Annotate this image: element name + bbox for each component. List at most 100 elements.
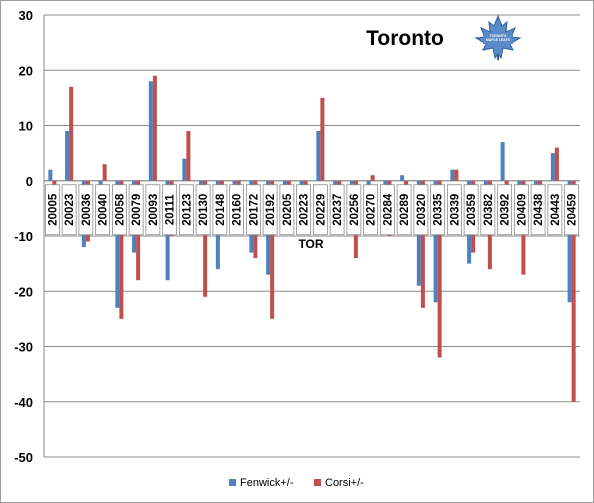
category-label: 20192 — [262, 184, 278, 236]
svg-text:20289: 20289 — [399, 194, 411, 226]
bar — [48, 169, 53, 181]
category-label: 20256 — [346, 184, 362, 236]
category-label: 20172 — [245, 184, 261, 236]
x-axis-label: TOR — [298, 237, 323, 251]
bar — [554, 147, 559, 181]
svg-text:20335: 20335 — [433, 193, 445, 226]
svg-text:20205: 20205 — [282, 193, 294, 226]
svg-text:20459: 20459 — [567, 194, 579, 226]
svg-text:20443: 20443 — [550, 194, 562, 226]
y-tick-label: 10 — [19, 119, 33, 134]
svg-text:20359: 20359 — [466, 194, 478, 226]
svg-text:20111: 20111 — [165, 194, 177, 225]
category-label: 20005 — [44, 184, 60, 236]
category-label: 20459 — [564, 184, 580, 236]
y-tick-label: -30 — [14, 340, 33, 355]
svg-text:20392: 20392 — [500, 194, 512, 226]
svg-text:20438: 20438 — [533, 193, 545, 226]
category-label: 20040 — [95, 184, 111, 236]
bar — [119, 180, 124, 319]
category-label: 20079 — [128, 184, 144, 236]
svg-text:20284: 20284 — [382, 193, 394, 226]
legend-label: Fenwick+/- — [240, 477, 294, 489]
category-label: 20148 — [212, 184, 228, 236]
category-label: 20023 — [61, 184, 77, 236]
bar — [152, 75, 157, 181]
bar — [182, 158, 187, 181]
bar — [534, 180, 539, 187]
legend-swatch — [229, 479, 236, 486]
category-label: 20130 — [195, 184, 211, 236]
category-label: 20036 — [78, 184, 94, 236]
category-label: 20237 — [329, 184, 345, 236]
bar — [437, 180, 442, 358]
bar — [148, 81, 153, 181]
category-label: 20223 — [296, 184, 312, 236]
category-label: 20438 — [530, 184, 546, 236]
category-label: 20205 — [279, 184, 295, 236]
svg-text:20270: 20270 — [366, 194, 378, 226]
category-label: 20392 — [497, 184, 513, 236]
category-label: 20409 — [513, 184, 529, 236]
y-tick-label: 20 — [19, 63, 33, 78]
category-label: 20339 — [446, 184, 462, 236]
svg-text:MAPLE LEAFS: MAPLE LEAFS — [486, 38, 511, 42]
y-tick-label: -40 — [14, 395, 33, 410]
y-tick-label: -50 — [14, 450, 33, 465]
svg-text:20192: 20192 — [265, 194, 277, 226]
bar — [270, 180, 275, 319]
y-tick-label: -10 — [14, 229, 33, 244]
legend-swatch — [314, 479, 321, 486]
bar — [316, 131, 321, 181]
maple-leaf-logo: TORONTO MAPLE LEAFS — [474, 14, 522, 60]
svg-text:20005: 20005 — [47, 193, 59, 226]
bar — [400, 175, 405, 181]
bar — [567, 180, 572, 303]
y-tick-label: 0 — [26, 174, 33, 189]
category-label: 20320 — [413, 184, 429, 236]
category-label: 20382 — [480, 184, 496, 236]
svg-text:20256: 20256 — [349, 194, 361, 226]
svg-text:20148: 20148 — [215, 193, 227, 226]
bar — [500, 142, 505, 181]
bar — [404, 180, 409, 187]
bar — [571, 180, 576, 402]
svg-text:20058: 20058 — [114, 193, 126, 226]
svg-text:20382: 20382 — [483, 194, 495, 226]
svg-text:20023: 20023 — [64, 194, 76, 226]
bar — [186, 131, 191, 181]
svg-text:20160: 20160 — [232, 194, 244, 226]
category-label: 20284 — [379, 184, 395, 236]
bar — [115, 180, 120, 308]
bar — [454, 169, 459, 181]
svg-text:20172: 20172 — [248, 194, 260, 226]
category-label: 20443 — [547, 184, 563, 236]
bar — [333, 180, 338, 187]
svg-text:20409: 20409 — [516, 194, 528, 226]
y-tick-label: 30 — [19, 8, 33, 23]
svg-text:20339: 20339 — [449, 194, 461, 226]
bar — [550, 153, 555, 181]
category-label: 20123 — [178, 184, 194, 236]
svg-text:20079: 20079 — [131, 194, 143, 226]
category-label: 20111 — [162, 184, 178, 236]
bar — [433, 180, 438, 303]
legend: Fenwick+/- Corsi+/- — [229, 477, 364, 489]
bar — [69, 86, 74, 181]
y-tick-label: -20 — [14, 284, 33, 299]
svg-text:TORONTO: TORONTO — [490, 34, 507, 38]
legend-label: Corsi+/- — [325, 477, 364, 489]
y-axis-ticks: 30 20 10 0 -10 -20 -30 -40 -50 — [14, 8, 33, 465]
bar — [420, 180, 425, 308]
category-label: 20058 — [111, 184, 127, 236]
category-label: 20093 — [145, 184, 161, 236]
svg-text:20036: 20036 — [81, 194, 93, 226]
svg-text:20223: 20223 — [299, 194, 311, 226]
chart-title: Toronto — [366, 27, 444, 50]
svg-text:20320: 20320 — [416, 194, 428, 226]
category-labels: 20005 20023 20036 20040 20058 20079 20093 20111… — [44, 184, 580, 236]
bar — [65, 131, 70, 181]
svg-text:20237: 20237 — [332, 194, 344, 226]
category-label: 20359 — [463, 184, 479, 236]
